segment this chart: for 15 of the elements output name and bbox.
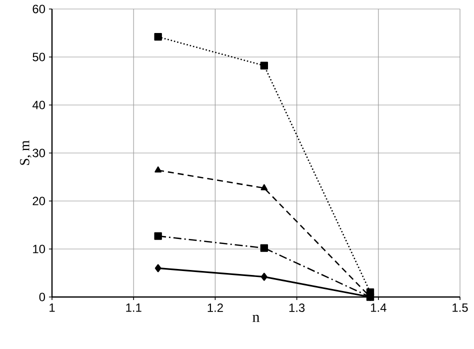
y-tick-label: 30 (32, 148, 46, 158)
x-tick-label: 1.4 (370, 304, 386, 312)
y-tick-label: 0 (39, 292, 46, 302)
y-tick-label: 40 (32, 100, 46, 110)
y-tick-label: 60 (32, 4, 46, 14)
x-tick-label: 1.3 (289, 304, 305, 312)
x-axis-title: n (252, 314, 260, 322)
x-tick-label: 1.5 (452, 304, 468, 312)
x-tick-label: 1.2 (208, 304, 223, 312)
y-tick-label: 20 (32, 196, 46, 206)
x-tick-label: 1.1 (126, 304, 142, 312)
y-tick-label: 10 (33, 244, 46, 254)
y-tick-label: 50 (32, 52, 46, 62)
y-axis-title: S, m (20, 140, 32, 165)
x-tick-label: 1 (50, 304, 55, 312)
